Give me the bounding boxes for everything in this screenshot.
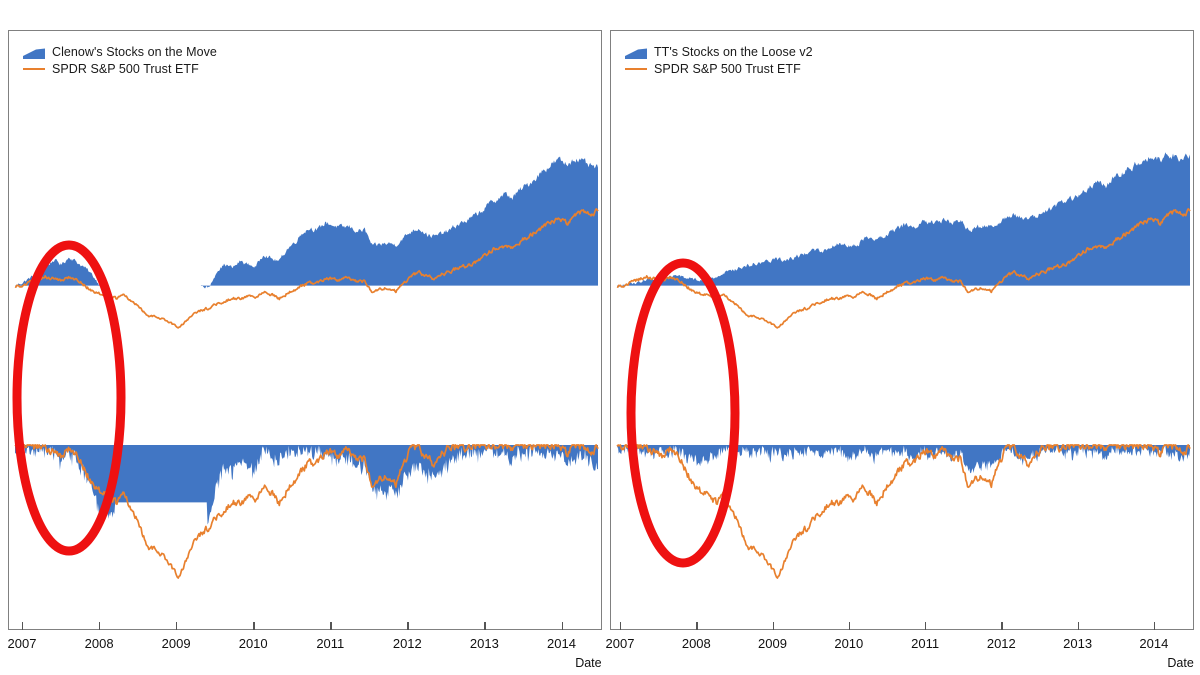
x-axis-tickmark (22, 622, 24, 630)
x-axis-tickmark (772, 622, 774, 630)
area-swatch-icon (23, 46, 45, 59)
x-axis-title: Date (575, 656, 602, 670)
x-axis-title: Date (1167, 656, 1194, 670)
x-axis-tick-label: 2009 (758, 636, 787, 651)
x-axis-tick-label: 2011 (911, 636, 940, 651)
x-axis-tickmark (620, 622, 622, 630)
x-axis-tick-label: 2011 (316, 636, 345, 651)
plot-stack-left (9, 31, 601, 629)
x-axis-tickmark (330, 622, 332, 630)
legend-label-benchmark: SPDR S&P 500 Trust ETF (52, 61, 199, 76)
legend-item-strategy[interactable]: TT's Stocks on the Loose v2 (625, 43, 813, 60)
x-axis-tickmark (925, 622, 927, 630)
legend-left: Clenow's Stocks on the Move SPDR S&P 500… (23, 43, 217, 77)
x-axis-tickmark (484, 622, 486, 630)
x-axis-tickmark (1153, 622, 1156, 630)
legend-item-benchmark[interactable]: SPDR S&P 500 Trust ETF (625, 60, 813, 77)
x-axis-tick-label: 2010 (238, 636, 268, 651)
legend-item-strategy[interactable]: Clenow's Stocks on the Move (23, 43, 217, 60)
x-axis-tick-label: 2007 (605, 636, 635, 651)
x-axis-tickmark (1001, 622, 1003, 630)
x-axis-tick-label: 2007 (7, 636, 37, 651)
x-axis-right: 2007 2008 2009 2010 2011 2012 2013 2014 Date (606, 622, 1194, 675)
legend-item-benchmark[interactable]: SPDR S&P 500 Trust ETF (23, 60, 217, 77)
x-axis-tick-label: 2014 (1139, 636, 1169, 651)
x-axis-tickmark (561, 622, 563, 630)
x-axis-tick-label: 2009 (161, 636, 191, 651)
plot-stack-right (611, 31, 1193, 629)
x-axis-tick-label: 2012 (392, 636, 422, 651)
line-swatch-icon (625, 63, 647, 74)
line-swatch-icon (23, 63, 45, 74)
x-axis-left: 2007 2008 2009 2010 2011 2012 2013 2014 Date (7, 622, 602, 675)
plot-canvas-left (14, 156, 599, 579)
x-axis-tick-label: 2012 (986, 636, 1016, 651)
x-axis-tickmark (99, 622, 101, 630)
x-axis-tickmark (848, 622, 851, 630)
x-axis-tick-label: 2014 (547, 636, 576, 651)
chart-panel-left: Clenow's Stocks on the Move SPDR S&P 500… (8, 30, 602, 630)
legend-label-strategy: TT's Stocks on the Loose v2 (654, 44, 813, 59)
x-axis-tickmark (1077, 622, 1079, 630)
x-axis-tick-label: 2008 (84, 636, 114, 651)
plot-canvas-right (616, 152, 1191, 579)
x-axis-tickmark (407, 622, 409, 630)
legend-label-benchmark: SPDR S&P 500 Trust ETF (654, 61, 801, 76)
area-swatch-icon (625, 46, 647, 59)
legend-right: TT's Stocks on the Loose v2 SPDR S&P 500… (625, 43, 813, 77)
x-axis-tick-label: 2013 (469, 636, 499, 651)
x-axis-tickmark (253, 622, 255, 630)
legend-label-strategy: Clenow's Stocks on the Move (52, 44, 217, 59)
x-axis-tick-label: 2008 (681, 636, 711, 651)
chart-panel-right: TT's Stocks on the Loose v2 SPDR S&P 500… (610, 30, 1194, 630)
x-axis-tickmark (176, 622, 178, 630)
x-axis-tick-label: 2010 (834, 636, 864, 651)
x-axis-tick-label: 2013 (1063, 636, 1093, 651)
x-axis-tickmark (696, 622, 698, 630)
